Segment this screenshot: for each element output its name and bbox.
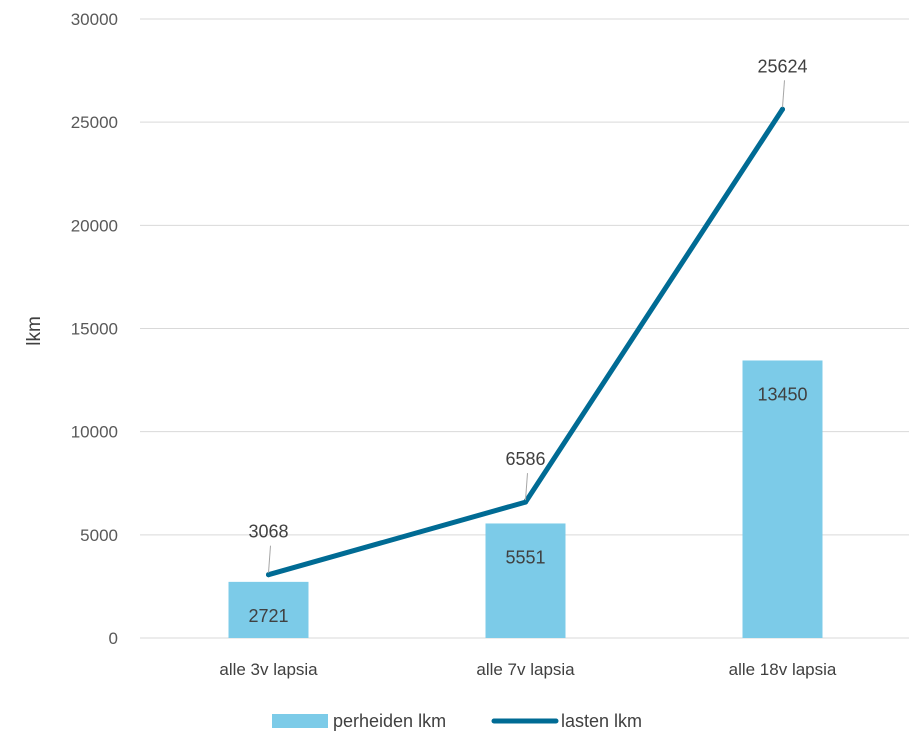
y-tick-label: 30000 [71, 10, 118, 29]
legend: perheiden lkm lasten lkm [272, 711, 642, 731]
legend-label: lasten lkm [561, 711, 642, 731]
line-data-label: 6586 [505, 449, 545, 469]
y-tick-labels: 0 5000 10000 15000 20000 25000 30000 [71, 10, 118, 648]
line-series [266, 106, 785, 578]
bar-data-label: 5551 [505, 547, 545, 567]
y-tick-label: 10000 [71, 423, 118, 442]
y-tick-label: 5000 [80, 526, 118, 545]
y-axis-label: lkm [24, 316, 45, 346]
bar-data-label: 13450 [757, 384, 807, 404]
data-labels: 2721 5551 13450 3068 6586 25624 [248, 56, 807, 626]
line-point [266, 572, 271, 578]
gridlines [140, 18, 909, 639]
x-tick-label: alle 7v lapsia [476, 660, 575, 679]
bar-data-label: 2721 [248, 606, 288, 626]
x-tick-label: alle 3v lapsia [219, 660, 318, 679]
line-data-label: 3068 [248, 522, 288, 542]
legend-swatch-bar [272, 714, 328, 728]
y-tick-label: 20000 [71, 216, 118, 235]
line-point [780, 106, 785, 112]
bar [485, 523, 566, 638]
x-tick-labels: alle 3v lapsia alle 7v lapsia alle 18v lap… [219, 660, 837, 679]
y-tick-label: 0 [109, 629, 118, 648]
leader-line [268, 545, 271, 573]
bars [228, 360, 823, 638]
bar [228, 581, 309, 638]
leader-line [525, 473, 528, 501]
bar [742, 360, 823, 638]
y-tick-label: 15000 [71, 320, 118, 339]
x-tick-label: alle 18v lapsia [729, 660, 837, 679]
line-data-label: 25624 [757, 56, 807, 76]
line-path [266, 106, 785, 578]
line-point [523, 499, 528, 505]
legend-label: perheiden lkm [333, 711, 446, 731]
leader-line [782, 80, 785, 108]
y-tick-label: 25000 [71, 113, 118, 132]
